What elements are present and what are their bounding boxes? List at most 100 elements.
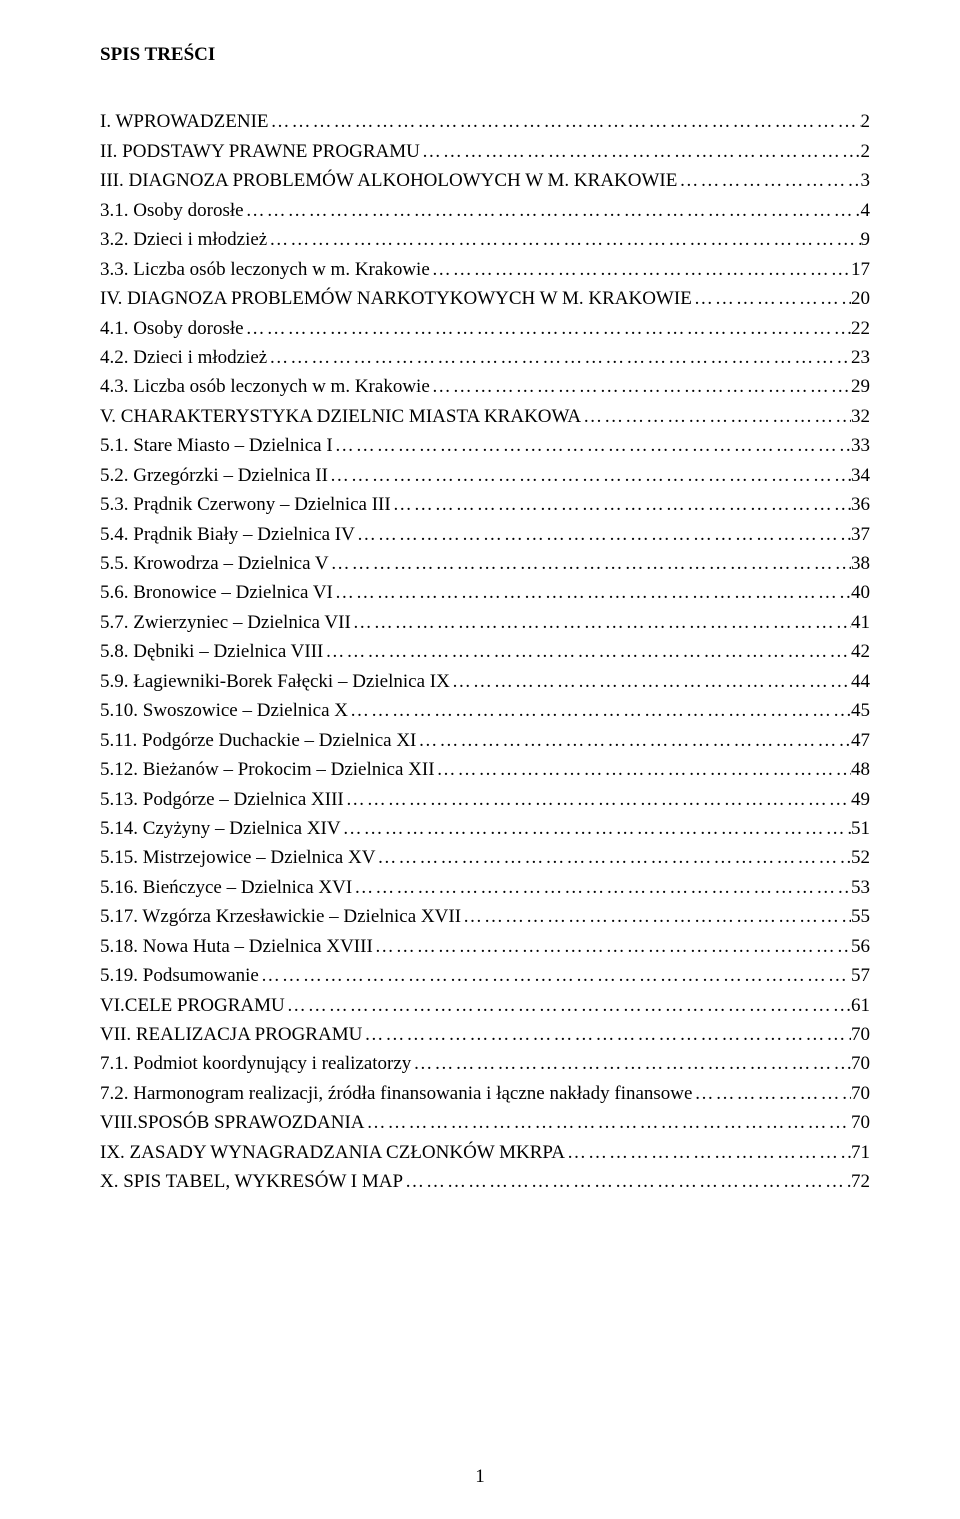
toc-label: 4.3. Liczba osób leczonych w m. Krakowie xyxy=(100,372,430,401)
toc-line: 7.1. Podmiot koordynujący i realizatorzy… xyxy=(100,1049,870,1078)
toc-line: 3.1. Osoby dorosłe 4 xyxy=(100,196,870,225)
toc-leader xyxy=(373,932,851,961)
toc-leader xyxy=(333,431,851,460)
toc-page: 20 xyxy=(851,284,870,313)
toc-page: 52 xyxy=(851,843,870,872)
toc-page: 55 xyxy=(851,902,870,931)
toc-leader xyxy=(328,461,851,490)
toc-label: 3.3. Liczba osób leczonych w m. Krakowie xyxy=(100,255,430,284)
toc-label: 5.12. Bieżanów – Prokocim – Dzielnica XI… xyxy=(100,755,435,784)
toc-page: 45 xyxy=(851,696,870,725)
toc-label: 5.10. Swoszowice – Dzielnica X xyxy=(100,696,348,725)
toc-line: 3.3. Liczba osób leczonych w m. Krakowie… xyxy=(100,255,870,284)
toc-leader xyxy=(365,1108,852,1137)
toc-line: V. CHARAKTERYSTYKA DZIELNIC MIASTA KRAKO… xyxy=(100,402,870,431)
toc-leader xyxy=(581,402,851,431)
toc-page: 70 xyxy=(851,1079,870,1108)
toc-leader xyxy=(267,225,860,254)
toc-leader xyxy=(420,137,861,166)
toc-line: 3.2. Dzieci i młodzież 9 xyxy=(100,225,870,254)
toc-label: 5.5. Krowodrza – Dzielnica V xyxy=(100,549,329,578)
toc-page: 53 xyxy=(851,873,870,902)
toc-line: II. PODSTAWY PRAWNE PROGRAMU2 xyxy=(100,137,870,166)
toc-line: 5.19. Podsumowanie57 xyxy=(100,961,870,990)
toc-leader xyxy=(692,284,851,313)
toc-line: III. DIAGNOZA PROBLEMÓW ALKOHOLOWYCH W M… xyxy=(100,166,870,195)
toc-label: 4.2. Dzieci i młodzież xyxy=(100,343,267,372)
toc-label: 5.2. Grzegórzki – Dzielnica II xyxy=(100,461,328,490)
toc-label: 5.14. Czyżyny – Dzielnica XIV xyxy=(100,814,341,843)
toc-page: 2 xyxy=(861,107,871,136)
toc-line: 5.16. Bieńczyce – Dzielnica XVI 53 xyxy=(100,873,870,902)
toc-label: 4.1. Osoby dorosłe xyxy=(100,314,244,343)
toc-line: 5.7. Zwierzyniec – Dzielnica VII41 xyxy=(100,608,870,637)
toc-leader xyxy=(403,1167,851,1196)
toc-leader xyxy=(323,637,851,666)
toc-page: 3 xyxy=(861,166,871,195)
toc-label: 5.16. Bieńczyce – Dzielnica XVI xyxy=(100,873,352,902)
toc-page: 70 xyxy=(851,1020,870,1049)
toc-leader xyxy=(355,520,851,549)
toc-line: I. WPROWADZENIE 2 xyxy=(100,107,870,136)
toc-line: IX. ZASADY WYNAGRADZANIA CZŁONKÓW MKRPA7… xyxy=(100,1138,870,1167)
toc-label: 3.2. Dzieci i młodzież xyxy=(100,225,267,254)
toc-line: 5.5. Krowodrza – Dzielnica V38 xyxy=(100,549,870,578)
toc-line: 5.2. Grzegórzki – Dzielnica II34 xyxy=(100,461,870,490)
toc-line: 5.6. Bronowice – Dzielnica VI40 xyxy=(100,578,870,607)
toc-page: 2 xyxy=(861,137,871,166)
toc-page: 9 xyxy=(861,225,871,254)
toc-label: IV. DIAGNOZA PROBLEMÓW NARKOTYKOWYCH W M… xyxy=(100,284,692,313)
toc-list: I. WPROWADZENIE 2II. PODSTAWY PRAWNE PROG… xyxy=(100,107,870,1196)
toc-leader xyxy=(333,578,851,607)
toc-page: 23 xyxy=(851,343,870,372)
toc-leader xyxy=(391,490,851,519)
toc-label: V. CHARAKTERYSTYKA DZIELNIC MIASTA KRAKO… xyxy=(100,402,581,431)
toc-page: 33 xyxy=(851,431,870,460)
toc-page: 70 xyxy=(851,1049,870,1078)
toc-line: IV. DIAGNOZA PROBLEMÓW NARKOTYKOWYCH W M… xyxy=(100,284,870,313)
toc-leader xyxy=(430,255,851,284)
toc-line: 4.2. Dzieci i młodzież 23 xyxy=(100,343,870,372)
toc-leader xyxy=(692,1079,851,1108)
toc-leader xyxy=(416,726,851,755)
toc-leader xyxy=(244,196,861,225)
toc-leader xyxy=(244,314,851,343)
toc-label: 7.2. Harmonogram realizacji, źródła fina… xyxy=(100,1079,692,1108)
toc-line: 5.1. Stare Miasto – Dzielnica I33 xyxy=(100,431,870,460)
toc-page: 4 xyxy=(861,196,871,225)
toc-page: 37 xyxy=(851,520,870,549)
toc-leader xyxy=(375,843,851,872)
toc-label: 5.15. Mistrzejowice – Dzielnica XV xyxy=(100,843,375,872)
toc-line: 5.18. Nowa Huta – Dzielnica XVIII56 xyxy=(100,932,870,961)
toc-leader xyxy=(269,107,861,136)
toc-leader xyxy=(435,755,851,784)
toc-leader xyxy=(344,785,851,814)
toc-page: 72 xyxy=(851,1167,870,1196)
toc-page: 22 xyxy=(851,314,870,343)
toc-leader xyxy=(341,814,851,843)
toc-label: 5.6. Bronowice – Dzielnica VI xyxy=(100,578,333,607)
toc-leader xyxy=(450,667,851,696)
toc-label: I. WPROWADZENIE xyxy=(100,107,269,136)
toc-line: 5.14. Czyżyny – Dzielnica XIV 51 xyxy=(100,814,870,843)
toc-page: 71 xyxy=(851,1138,870,1167)
toc-label: 5.17. Wzgórza Krzesławickie – Dzielnica … xyxy=(100,902,461,931)
toc-label: X. SPIS TABEL, WYKRESÓW I MAP xyxy=(100,1167,403,1196)
toc-label: 3.1. Osoby dorosłe xyxy=(100,196,244,225)
toc-leader xyxy=(259,961,851,990)
toc-page: 17 xyxy=(851,255,870,284)
toc-page: 61 xyxy=(851,991,870,1020)
toc-line: 5.11. Podgórze Duchackie – Dzielnica XI4… xyxy=(100,726,870,755)
toc-line: 7.2. Harmonogram realizacji, źródła fina… xyxy=(100,1079,870,1108)
toc-leader xyxy=(351,608,851,637)
toc-line: VI.CELE PROGRAMU 61 xyxy=(100,991,870,1020)
toc-leader xyxy=(285,991,851,1020)
toc-line: 4.3. Liczba osób leczonych w m. Krakowie… xyxy=(100,372,870,401)
toc-label: 5.4. Prądnik Biały – Dzielnica IV xyxy=(100,520,355,549)
toc-page: 44 xyxy=(851,667,870,696)
toc-page: 51 xyxy=(851,814,870,843)
toc-page: 56 xyxy=(851,932,870,961)
toc-label: VI.CELE PROGRAMU xyxy=(100,991,285,1020)
toc-line: 5.17. Wzgórza Krzesławickie – Dzielnica … xyxy=(100,902,870,931)
toc-line: 5.3. Prądnik Czerwony – Dzielnica III36 xyxy=(100,490,870,519)
